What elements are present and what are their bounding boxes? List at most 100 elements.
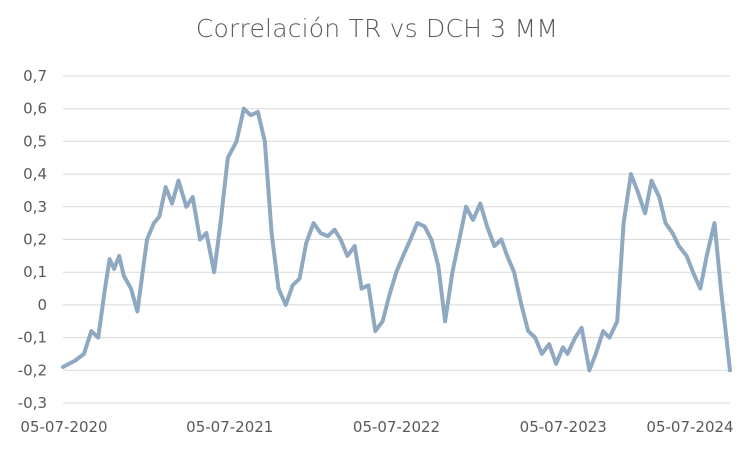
y-tick-label: 0,4: [23, 165, 47, 183]
data-point: [353, 244, 357, 248]
data-point: [135, 309, 139, 313]
data-point: [705, 254, 709, 258]
data-point: [580, 326, 584, 330]
data-point: [573, 336, 577, 340]
data-point: [601, 329, 605, 333]
data-point: [263, 139, 267, 143]
data-point: [670, 231, 675, 235]
data-point: [249, 113, 253, 117]
data-point: [443, 319, 447, 323]
data-point: [450, 270, 454, 274]
y-tick-label: 0,5: [23, 132, 47, 150]
data-point: [112, 267, 116, 271]
y-tick-label: 0,7: [23, 67, 47, 85]
data-point: [698, 287, 702, 291]
data-point: [457, 237, 461, 242]
data-point: [212, 270, 216, 274]
data-point: [176, 179, 181, 183]
data-point: [622, 221, 626, 225]
data-point: [512, 270, 516, 274]
data-point: [677, 244, 681, 248]
data-point: [312, 221, 316, 225]
data-point: [526, 329, 530, 333]
data-point: [387, 293, 391, 297]
x-axis-tick-labels: 05-07-2020 05-07-2021 05-07-2022 05-07-2023…: [20, 418, 733, 436]
data-point: [204, 231, 208, 235]
data-point: [234, 139, 239, 143]
data-point: [519, 303, 524, 307]
data-point: [96, 336, 100, 340]
data-point: [170, 201, 174, 206]
data-point: [61, 365, 65, 369]
data-point: [664, 221, 668, 225]
data-point: [164, 185, 168, 189]
data-point: [436, 264, 440, 268]
data-point: [122, 273, 126, 278]
data-point: [381, 319, 385, 323]
x-tick-label: 05-07-2024: [646, 418, 733, 436]
data-point: [657, 195, 661, 199]
data-point: [554, 362, 558, 366]
data-point: [73, 358, 77, 363]
data-point: [401, 254, 405, 258]
y-tick-label: 0,3: [23, 198, 47, 216]
data-point: [191, 195, 195, 199]
data-point: [685, 254, 689, 258]
data-point: [587, 368, 592, 372]
data-point: [415, 221, 419, 225]
data-point: [635, 188, 639, 193]
data-point: [719, 287, 723, 291]
data-point: [366, 283, 370, 287]
data-point: [117, 254, 121, 258]
y-tick-label: -0,2: [18, 361, 47, 379]
data-point: [218, 221, 223, 225]
data-point: [643, 211, 647, 215]
data-point: [565, 352, 570, 356]
data-point: [464, 205, 468, 209]
data-point: [533, 336, 537, 340]
data-point: [691, 270, 695, 274]
data-point: [304, 241, 308, 245]
data-point: [270, 231, 274, 235]
data-point: [89, 329, 93, 333]
y-tick-label: -0,3: [18, 394, 47, 412]
data-point: [157, 215, 161, 219]
data-point: [318, 231, 323, 235]
y-tick-label: 0: [37, 296, 47, 314]
x-tick-label: 05-07-2020: [20, 418, 107, 436]
data-point: [478, 201, 482, 206]
data-point: [561, 345, 565, 349]
data-point: [492, 244, 496, 248]
data-point: [339, 237, 343, 242]
data-point: [108, 257, 112, 261]
data-point: [373, 329, 377, 333]
y-tick-label: 0,6: [23, 100, 47, 118]
y-axis-tick-labels: -0,3 -0,2 -0,1 0 0,1 0,2 0,3 0,4 0,5 0,6 0,7: [18, 67, 47, 412]
y-tick-label: 0,1: [23, 263, 47, 281]
data-point: [256, 110, 260, 114]
data-point: [145, 237, 149, 242]
data-point: [129, 287, 133, 291]
data-point: [629, 172, 633, 176]
data-point: [547, 342, 551, 346]
data-point: [284, 303, 288, 307]
series-layer: [61, 106, 732, 373]
data-point: [242, 107, 246, 111]
data-point: [471, 218, 475, 222]
data-point: [499, 237, 503, 242]
data-point: [103, 287, 107, 291]
x-tick-label: 05-07-2022: [353, 418, 440, 436]
data-point: [423, 224, 427, 228]
x-tick-label: 05-07-2023: [520, 418, 607, 436]
data-point: [394, 270, 398, 274]
y-tick-label: -0,1: [18, 329, 47, 347]
data-point: [712, 221, 717, 225]
data-point: [594, 352, 598, 356]
data-point: [429, 237, 433, 242]
data-point: [226, 156, 230, 160]
data-point: [360, 287, 364, 291]
data-point: [326, 234, 330, 238]
data-point: [198, 237, 202, 242]
